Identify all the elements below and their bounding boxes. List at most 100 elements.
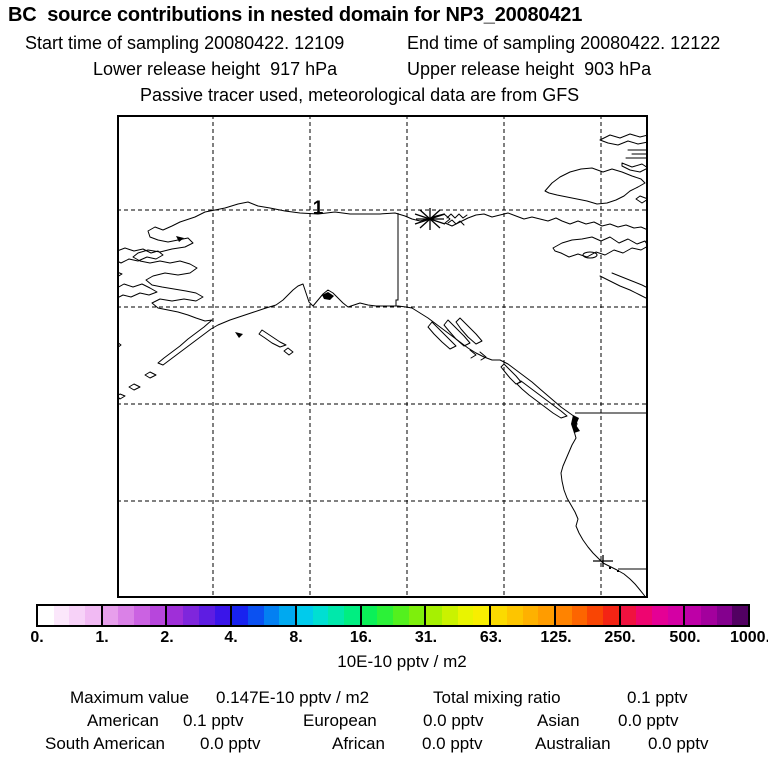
coastline bbox=[447, 219, 465, 226]
coastline bbox=[117, 271, 123, 278]
colorbar-cell bbox=[149, 606, 166, 625]
colorbar-cell bbox=[651, 606, 668, 625]
colorbar-cell bbox=[571, 606, 588, 625]
coastline bbox=[283, 347, 294, 356]
coast-fill bbox=[322, 292, 334, 300]
star-marker bbox=[414, 213, 446, 225]
coast-fill bbox=[176, 236, 184, 242]
island-outline bbox=[582, 251, 598, 259]
page-title: BC source contributions in nested domain… bbox=[8, 4, 583, 26]
colorbar-cell bbox=[377, 606, 394, 625]
stat-label: South American bbox=[45, 734, 166, 753]
tracer-info-text: Passive tracer used, meteorological data… bbox=[140, 85, 580, 105]
colorbar-segment bbox=[359, 606, 425, 625]
colorbar-cell bbox=[636, 606, 652, 625]
colorbar-segment bbox=[489, 606, 554, 625]
upper-release-text: Upper release height 903 hPa bbox=[407, 59, 652, 79]
coastline bbox=[455, 317, 483, 345]
colorbar-title: 10E-10 pptv / m2 bbox=[337, 652, 467, 671]
coastline bbox=[128, 383, 141, 391]
colorbar-cell bbox=[538, 606, 554, 625]
stat-label: Asian bbox=[537, 711, 580, 730]
start-time-text: Start time of sampling 20080422. 12109 bbox=[25, 33, 345, 53]
coastline bbox=[427, 321, 457, 350]
island-dot bbox=[617, 570, 619, 572]
colorbar-cell bbox=[667, 606, 684, 625]
coastline bbox=[179, 201, 648, 231]
coastline bbox=[599, 133, 648, 146]
colorbar-cell bbox=[491, 606, 507, 625]
colorbar-tick-label: 0. bbox=[30, 629, 44, 646]
colorbar-tick-label: 125. bbox=[540, 629, 572, 646]
colorbar-cell bbox=[522, 606, 539, 625]
coastline bbox=[544, 167, 646, 205]
colorbar-cell bbox=[457, 606, 474, 625]
colorbar-tick-label: 16. bbox=[349, 629, 373, 646]
colorbar-cell bbox=[506, 606, 523, 625]
coastline bbox=[411, 307, 647, 598]
colorbar-tick-label: 250. bbox=[604, 629, 636, 646]
colorbar-cell bbox=[620, 606, 637, 625]
coastline bbox=[516, 380, 568, 419]
colorbar-cell bbox=[328, 606, 344, 625]
lower-release-text: Lower release height 917 hPa bbox=[93, 59, 338, 79]
end-time-text: End time of sampling 20080422. 12122 bbox=[407, 33, 721, 53]
colorbar-cell bbox=[587, 606, 603, 625]
colorbar-cell bbox=[361, 606, 378, 625]
coastline bbox=[479, 351, 487, 361]
colorbar-cell bbox=[344, 606, 360, 625]
stat-value: 0.147E-10 pptv / m2 bbox=[216, 688, 370, 707]
colorbar-segment bbox=[424, 606, 490, 625]
coastline bbox=[132, 221, 413, 366]
colorbar-tick-label: 8. bbox=[289, 629, 303, 646]
coastline bbox=[144, 371, 157, 379]
colorbar-segment bbox=[230, 606, 295, 625]
island-dot bbox=[609, 567, 611, 569]
colorbar-cell bbox=[473, 606, 490, 625]
colorbar-segment bbox=[38, 606, 101, 625]
colorbar-segment bbox=[100, 606, 166, 625]
colorbar-cell bbox=[214, 606, 231, 625]
colorbar-cell bbox=[38, 606, 54, 625]
colorbar-cell bbox=[701, 606, 717, 625]
coastline bbox=[500, 363, 522, 385]
colorbar-tick-label: 2. bbox=[160, 629, 174, 646]
coastline bbox=[258, 329, 287, 348]
colorbar-cell bbox=[102, 606, 119, 625]
coastline bbox=[446, 213, 468, 219]
colorbar-tick-label: 31. bbox=[414, 629, 438, 646]
colorbar-segment bbox=[683, 606, 749, 625]
map-svg: 1 bbox=[117, 115, 648, 598]
colorbar-segment bbox=[553, 606, 619, 625]
stat-value: 0.0 pptv bbox=[200, 734, 261, 753]
colorbar-cell bbox=[232, 606, 248, 625]
colorbar-cell bbox=[312, 606, 329, 625]
coastline bbox=[117, 341, 122, 349]
stat-label: European bbox=[303, 711, 377, 730]
map-frame bbox=[117, 115, 648, 598]
stat-value: 0.1 pptv bbox=[627, 688, 688, 707]
colorbar-cell bbox=[198, 606, 215, 625]
coastline bbox=[552, 236, 648, 258]
colorbar-cell bbox=[247, 606, 264, 625]
colorbar-tick-label: 63. bbox=[479, 629, 503, 646]
coastline bbox=[117, 393, 126, 400]
colorbar-tick-label: 1. bbox=[95, 629, 109, 646]
coast-fill bbox=[571, 415, 580, 433]
colorbar-cell bbox=[134, 606, 150, 625]
coastline bbox=[117, 247, 164, 264]
colorbar-tick-label: 4. bbox=[224, 629, 238, 646]
stat-label: African bbox=[332, 734, 385, 753]
stat-value: 0.0 pptv bbox=[648, 734, 709, 753]
colorbar-cell bbox=[183, 606, 199, 625]
coastline bbox=[635, 195, 648, 204]
border-line bbox=[395, 213, 399, 306]
stat-label: American bbox=[87, 711, 159, 730]
colorbar-cell bbox=[716, 606, 733, 625]
receptor-number: 1 bbox=[313, 198, 324, 219]
colorbar-cell bbox=[426, 606, 443, 625]
colorbar-cell bbox=[263, 606, 280, 625]
colorbar-tick-label: 500. bbox=[669, 629, 701, 646]
colorbar-cell bbox=[69, 606, 86, 625]
